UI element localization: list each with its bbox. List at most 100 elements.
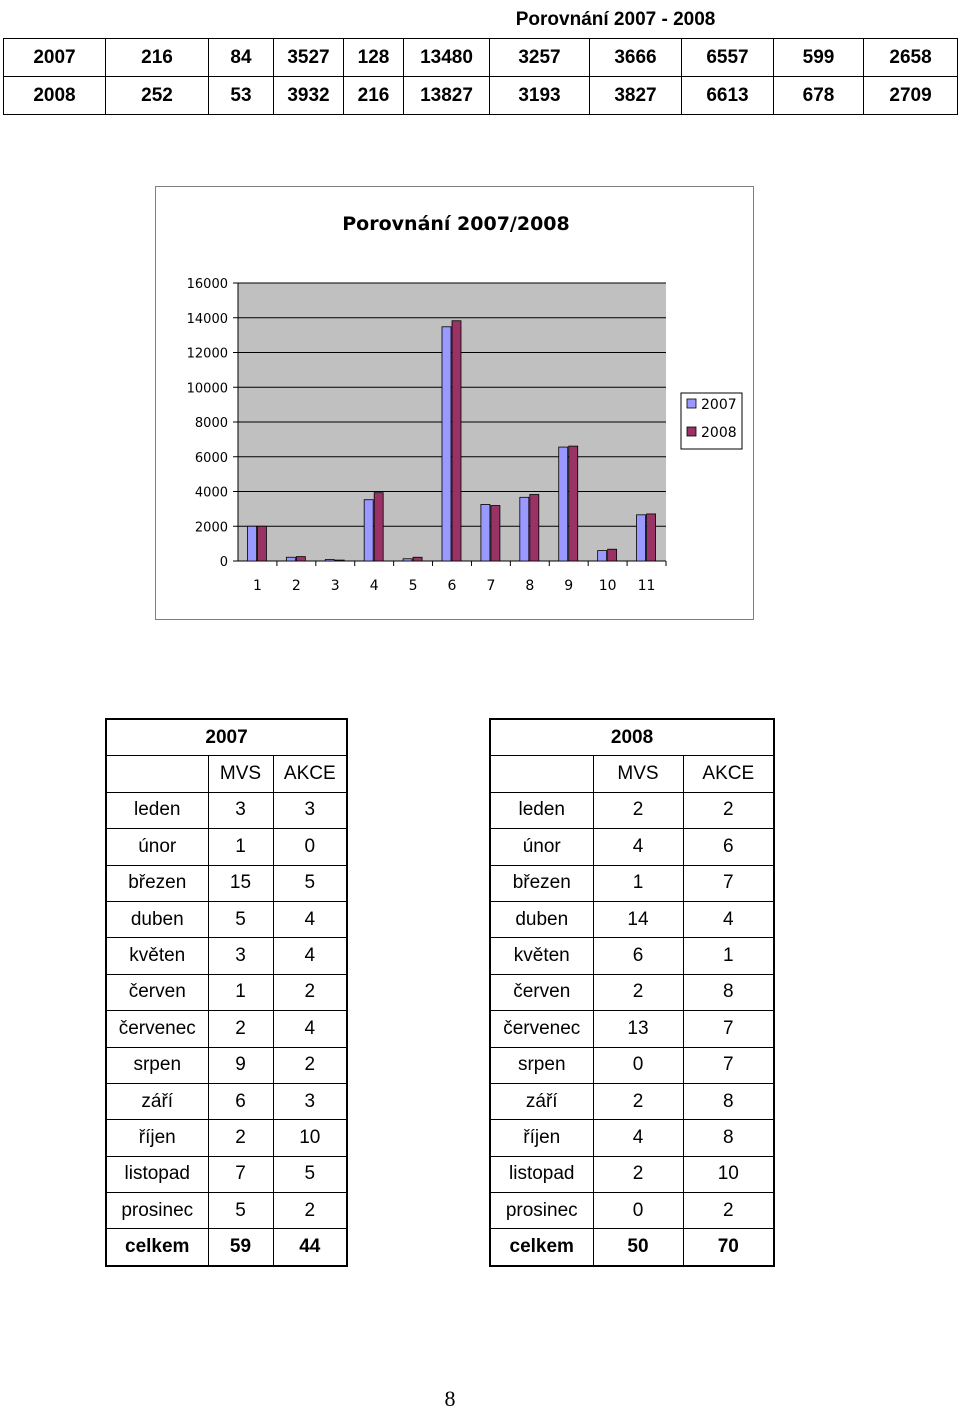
- akce-cell: 2: [682, 1192, 775, 1230]
- monthly-table-2007: 2007 MVS AKCE leden 3 3 únor 1 0 březen 15 5 duben 5 4…: [105, 718, 349, 1267]
- table-row: prosinec 0 2: [489, 1192, 775, 1230]
- table-row: září 2 8: [489, 1082, 775, 1121]
- summary-cell: 6557: [681, 38, 774, 77]
- plot-area: 0 2000 4000 6000 8000 10000 12000 14000 16000 1 2 3…: [187, 277, 667, 594]
- mvs-cell: 2: [592, 791, 684, 830]
- month-cell: prosinec: [489, 1192, 594, 1230]
- summary-cell: 3257: [489, 38, 590, 77]
- mvs-cell: 6: [592, 937, 684, 975]
- table-row: červen 1 2: [105, 973, 348, 1012]
- table-row: červen 2 8: [489, 973, 775, 1012]
- month-cell: říjen: [489, 1119, 594, 1157]
- month-cell: červenec: [489, 1010, 594, 1048]
- month-cell: září: [489, 1082, 594, 1121]
- month-cell: listopad: [105, 1155, 209, 1194]
- table-year-header: 2008: [489, 718, 775, 757]
- month-cell: květen: [105, 937, 209, 975]
- table-row: srpen 0 7: [489, 1046, 775, 1084]
- y-tick-label: 14000: [187, 312, 228, 327]
- column-header-akce: AKCE: [272, 755, 348, 793]
- akce-cell: 10: [682, 1155, 775, 1194]
- akce-cell: 8: [682, 1082, 775, 1121]
- summary-cell: 84: [208, 38, 274, 77]
- y-tick-label: 4000: [195, 486, 228, 501]
- mvs-cell: 9: [207, 1046, 274, 1084]
- mvs-cell: 5: [207, 900, 274, 939]
- month-cell: srpen: [489, 1046, 594, 1084]
- legend-swatch-2008: [686, 426, 697, 437]
- x-tick-label: 3: [331, 578, 340, 594]
- akce-cell: 6: [682, 828, 775, 866]
- month-cell: únor: [105, 828, 209, 866]
- akce-cell: 2: [682, 791, 775, 830]
- bar-2007-7: [480, 504, 491, 562]
- total-mvs: 59: [207, 1228, 274, 1267]
- akce-cell: 2: [272, 1192, 348, 1230]
- month-cell: září: [105, 1082, 209, 1121]
- summary-title-blank: [3, 2, 274, 39]
- table-row: únor 4 6: [489, 828, 775, 866]
- akce-cell: 4: [272, 1010, 348, 1048]
- bar-2008-1: [257, 525, 267, 562]
- page-number: 8: [444, 1386, 456, 1411]
- bar-2007-8: [519, 496, 530, 562]
- table-year-row: 2007: [105, 718, 348, 757]
- x-tick-label: 11: [638, 578, 656, 594]
- bar-2008-2: [295, 556, 306, 562]
- month-cell: leden: [105, 791, 209, 830]
- akce-cell: 3: [272, 1082, 348, 1121]
- akce-cell: 10: [272, 1119, 348, 1157]
- akce-cell: 7: [682, 1046, 775, 1084]
- akce-cell: 5: [272, 1155, 348, 1194]
- summary-cell: 2709: [862, 76, 959, 115]
- x-tick-label: 7: [486, 578, 495, 594]
- mvs-cell: 1: [207, 973, 274, 1012]
- mvs-cell: 13: [592, 1010, 684, 1048]
- mvs-cell: 1: [207, 828, 274, 866]
- table-row: červenec 2 4: [105, 1010, 348, 1048]
- summary-cell: 3193: [489, 76, 590, 115]
- bar-2007-6: [441, 326, 452, 562]
- month-cell: červenec: [105, 1010, 209, 1048]
- y-tick-label: 16000: [187, 277, 228, 292]
- monthly-table-2008: 2008 MVS AKCE leden 2 2 únor 4 6 březen 1 7 duben 14 4…: [489, 718, 776, 1267]
- summary-cell: 216: [343, 76, 404, 115]
- table-header-blank: [105, 755, 209, 793]
- akce-cell: 2: [272, 973, 348, 1012]
- mvs-cell: 15: [207, 864, 274, 902]
- mvs-cell: 0: [592, 1046, 684, 1084]
- mvs-cell: 2: [592, 1155, 684, 1194]
- bar-2008-7: [490, 505, 501, 562]
- mvs-cell: 14: [592, 900, 684, 939]
- akce-cell: 8: [682, 1119, 775, 1157]
- month-cell: březen: [105, 864, 209, 902]
- summary-cell: 13480: [403, 38, 490, 77]
- table-row: říjen 2 10: [105, 1119, 348, 1157]
- table-row: srpen 9 2: [105, 1046, 348, 1084]
- table-row: březen 15 5: [105, 864, 348, 902]
- table-row: listopad 7 5: [105, 1155, 348, 1194]
- bar-2008-4: [373, 492, 384, 562]
- total-label: celkem: [489, 1228, 594, 1267]
- table-header-row: MVS AKCE: [489, 755, 775, 793]
- month-cell: červen: [489, 973, 594, 1012]
- akce-cell: 8: [682, 973, 775, 1012]
- month-cell: červen: [105, 973, 209, 1012]
- bar-2008-3: [334, 559, 345, 562]
- summary-cell: 2658: [862, 38, 959, 77]
- chart-title: Porovnání 2007/2008: [342, 213, 570, 235]
- summary-year: 2007: [3, 38, 106, 77]
- mvs-cell: 6: [207, 1082, 274, 1121]
- legend-label-2007: 2007: [701, 397, 737, 413]
- summary-cell: 53: [208, 76, 274, 115]
- comparison-summary-table: Porovnání 2007 - 2008 2007 216 84 3527 1…: [3, 2, 959, 115]
- akce-cell: 2: [272, 1046, 348, 1084]
- y-tick-label: 12000: [187, 347, 228, 362]
- mvs-cell: 1: [592, 864, 684, 902]
- bar-2007-3: [324, 559, 335, 562]
- akce-cell: 7: [682, 1010, 775, 1048]
- bar-2008-9: [568, 445, 579, 562]
- akce-cell: 3: [272, 791, 348, 830]
- table-header-row: MVS AKCE: [105, 755, 348, 793]
- bar-2008-10: [607, 548, 618, 562]
